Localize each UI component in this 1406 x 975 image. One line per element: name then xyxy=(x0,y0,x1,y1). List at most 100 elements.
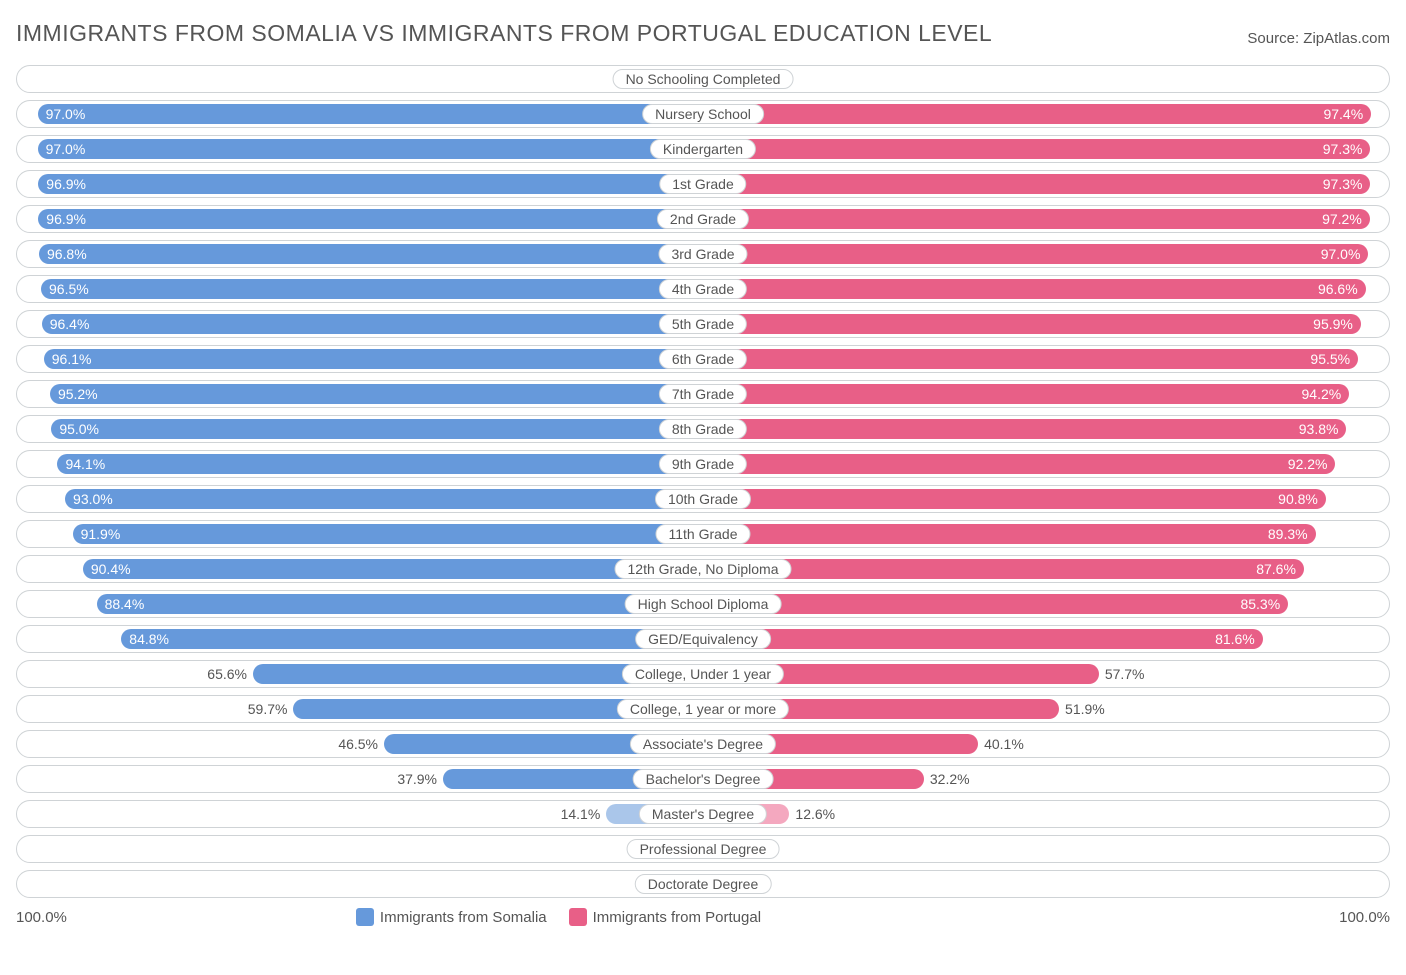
bar-left xyxy=(38,139,703,159)
legend-swatch-right xyxy=(569,908,587,926)
pct-right: 94.2% xyxy=(1302,381,1342,407)
category-label: 3rd Grade xyxy=(658,244,747,264)
category-label: 8th Grade xyxy=(659,419,747,439)
pct-right: 96.6% xyxy=(1318,276,1358,302)
bar-left xyxy=(44,349,703,369)
chart-footer: 100.0% Immigrants from Somalia Immigrant… xyxy=(16,908,1390,926)
category-label: 2nd Grade xyxy=(657,209,749,229)
pct-right: 97.2% xyxy=(1322,206,1362,232)
category-label: 11th Grade xyxy=(655,524,750,544)
pct-left: 96.4% xyxy=(50,311,90,337)
bar-left xyxy=(51,419,703,439)
pct-right: 57.7% xyxy=(1105,661,1145,687)
pct-left: 91.9% xyxy=(81,521,121,547)
pct-left: 96.5% xyxy=(49,276,89,302)
bar-left xyxy=(42,314,703,334)
bar-left xyxy=(73,524,703,544)
chart-row: 37.9%32.2%Bachelor's Degree xyxy=(16,765,1390,793)
category-label: Kindergarten xyxy=(650,139,756,159)
bar-right xyxy=(703,559,1304,579)
legend-item-right: Immigrants from Portugal xyxy=(569,908,761,926)
chart-row: 4.1%3.5%Professional Degree xyxy=(16,835,1390,863)
bar-left xyxy=(41,279,703,299)
pct-left: 84.8% xyxy=(129,626,169,652)
chart-row: 96.9%97.2%2nd Grade xyxy=(16,205,1390,233)
pct-right: 87.6% xyxy=(1256,556,1296,582)
chart-row: 14.1%12.6%Master's Degree xyxy=(16,800,1390,828)
bar-right xyxy=(703,629,1263,649)
bar-right xyxy=(703,174,1370,194)
pct-left: 94.1% xyxy=(65,451,105,477)
chart-row: 96.1%95.5%6th Grade xyxy=(16,345,1390,373)
pct-left: 59.7% xyxy=(248,696,288,722)
bar-left xyxy=(38,174,703,194)
bar-right xyxy=(703,524,1316,544)
category-label: 10th Grade xyxy=(655,489,751,509)
chart-row: 97.0%97.4%Nursery School xyxy=(16,100,1390,128)
chart-row: 96.9%97.3%1st Grade xyxy=(16,170,1390,198)
category-label: College, Under 1 year xyxy=(622,664,784,684)
pct-right: 85.3% xyxy=(1240,591,1280,617)
legend: Immigrants from Somalia Immigrants from … xyxy=(356,908,761,926)
chart-row: 96.8%97.0%3rd Grade xyxy=(16,240,1390,268)
category-label: Professional Degree xyxy=(627,839,780,859)
chart-row: 59.7%51.9%College, 1 year or more xyxy=(16,695,1390,723)
chart-row: 94.1%92.2%9th Grade xyxy=(16,450,1390,478)
source-value: ZipAtlas.com xyxy=(1303,30,1390,47)
pct-right: 97.4% xyxy=(1323,101,1363,127)
pct-right: 89.3% xyxy=(1268,521,1308,547)
pct-right: 51.9% xyxy=(1065,696,1105,722)
pct-left: 95.2% xyxy=(58,381,98,407)
bar-right xyxy=(703,384,1349,404)
pct-left: 95.0% xyxy=(59,416,99,442)
chart-row: 91.9% 89.3% 11th Grade xyxy=(16,520,1390,548)
chart-row: 93.0% 90.8% 10th Grade xyxy=(16,485,1390,513)
pct-left: 90.4% xyxy=(91,556,131,582)
bar-right xyxy=(703,454,1335,474)
pct-left: 37.9% xyxy=(397,766,437,792)
chart-row: 95.2% 94.2% 7th Grade xyxy=(16,380,1390,408)
pct-right: 40.1% xyxy=(984,731,1024,757)
pct-left: 97.0% xyxy=(46,136,86,162)
category-label: 7th Grade xyxy=(659,384,747,404)
chart-row: 95.0% 93.8% 8th Grade xyxy=(16,415,1390,443)
bar-right xyxy=(703,279,1366,299)
legend-label-right: Immigrants from Portugal xyxy=(593,909,761,926)
bar-left xyxy=(57,454,703,474)
legend-swatch-left xyxy=(356,908,374,926)
axis-max-left: 100.0% xyxy=(16,909,67,926)
bar-left xyxy=(39,244,703,264)
category-label: 12th Grade, No Diploma xyxy=(615,559,792,579)
bar-left xyxy=(97,594,703,614)
category-label: 9th Grade xyxy=(659,454,747,474)
category-label: Associate's Degree xyxy=(630,734,776,754)
pct-left: 96.9% xyxy=(46,171,86,197)
category-label: 6th Grade xyxy=(659,349,747,369)
bar-right xyxy=(703,139,1370,159)
bar-left xyxy=(83,559,703,579)
pct-right: 90.8% xyxy=(1278,486,1318,512)
bar-left xyxy=(38,209,703,229)
legend-item-left: Immigrants from Somalia xyxy=(356,908,547,926)
pct-left: 65.6% xyxy=(207,661,247,687)
diverging-bar-chart: 3.0%2.7%No Schooling Completed97.0%97.4%… xyxy=(16,65,1390,898)
bar-right xyxy=(703,419,1346,439)
pct-left: 93.0% xyxy=(73,486,113,512)
category-label: Nursery School xyxy=(642,104,764,124)
chart-row: 1.8%1.5%Doctorate Degree xyxy=(16,870,1390,898)
bar-right xyxy=(703,594,1288,614)
bar-left xyxy=(38,104,703,124)
chart-row: 84.8%81.6%GED/Equivalency xyxy=(16,625,1390,653)
axis-max-right: 100.0% xyxy=(1339,909,1390,926)
bar-right xyxy=(703,209,1370,229)
pct-left: 14.1% xyxy=(561,801,601,827)
chart-row: 96.4%95.9%5th Grade xyxy=(16,310,1390,338)
category-label: 1st Grade xyxy=(659,174,746,194)
chart-row: 65.6% 57.7% College, Under 1 year xyxy=(16,660,1390,688)
bar-right xyxy=(703,349,1358,369)
bar-right xyxy=(703,244,1368,264)
pct-left: 96.8% xyxy=(47,241,87,267)
header: IMMIGRANTS FROM SOMALIA VS IMMIGRANTS FR… xyxy=(16,20,1390,47)
bar-right xyxy=(703,104,1371,124)
pct-right: 93.8% xyxy=(1299,416,1339,442)
